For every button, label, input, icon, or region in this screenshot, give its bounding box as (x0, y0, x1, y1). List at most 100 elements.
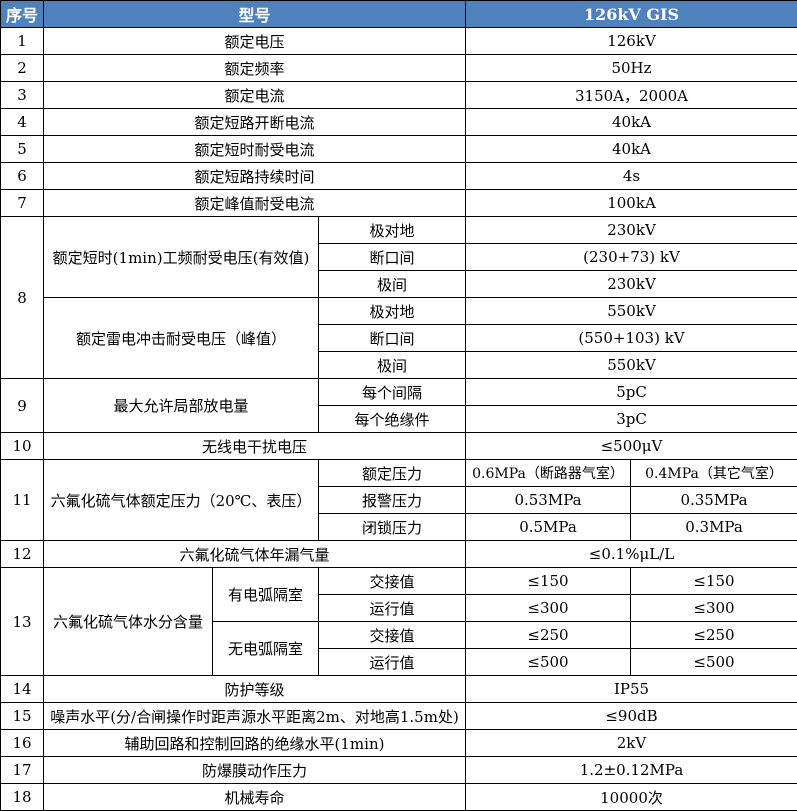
spec-value: ≤500μV (466, 433, 797, 460)
spec-name: 六氟化硫气体年漏气量 (44, 541, 466, 568)
row-number: 7 (1, 190, 44, 217)
spec-value: 126kV (466, 28, 797, 55)
sub-parameter: 极间 (319, 352, 466, 379)
table-row: 额定雷电冲击耐受电压（峰值） 极对地 550kV (1, 298, 797, 325)
table-row: 17 防爆膜动作压力 1.2±0.12MPa (1, 757, 797, 784)
spec-value: 0.5MPa (466, 514, 631, 541)
row-number: 5 (1, 136, 44, 163)
spec-value: IP55 (466, 676, 797, 703)
spec-name: 额定频率 (44, 55, 466, 82)
spec-value: 40kA (466, 136, 797, 163)
spec-value: 230kV (466, 271, 797, 298)
spec-value: 1.2±0.12MPa (466, 757, 797, 784)
table-row: 4 额定短路开断电流 40kA (1, 109, 797, 136)
spec-value: ≤500 (631, 649, 797, 676)
spec-value: 0.4MPa（其它气室） (631, 460, 797, 487)
spec-value: 3pC (466, 406, 797, 433)
spec-value: ≤300 (466, 595, 631, 622)
spec-value: 0.6MPa（断路器气室） (466, 460, 631, 487)
table-row: 3 额定电流 3150A，2000A (1, 82, 797, 109)
row-number: 2 (1, 55, 44, 82)
table-row: 15 噪声水平(分/合闸操作时距声源水平距离2m、对地高1.5m处) ≤90dB (1, 703, 797, 730)
table-row: 12 六氟化硫气体年漏气量 ≤0.1%μL/L (1, 541, 797, 568)
sub-parameter: 每个绝缘件 (319, 406, 466, 433)
spec-name: 额定短时耐受电流 (44, 136, 466, 163)
header-model: 型号 (44, 1, 466, 28)
header-serial: 序号 (1, 1, 44, 28)
header-row: 序号 型号 126kV GIS (1, 1, 797, 28)
table-row: 7 额定峰值耐受电流 100kA (1, 190, 797, 217)
spec-value: ≤250 (631, 622, 797, 649)
spec-name: 额定雷电冲击耐受电压（峰值） (44, 298, 319, 379)
spec-name: 额定峰值耐受电流 (44, 190, 466, 217)
row-number: 10 (1, 433, 44, 460)
sub-parameter: 断口间 (319, 325, 466, 352)
spec-value: ≤150 (466, 568, 631, 595)
row-number: 11 (1, 460, 44, 541)
spec-value: ≤0.1%μL/L (466, 541, 797, 568)
row-number: 6 (1, 163, 44, 190)
spec-name: 额定短路持续时间 (44, 163, 466, 190)
spec-value: 550kV (466, 298, 797, 325)
sub-parameter: 交接值 (319, 622, 466, 649)
row-number: 1 (1, 28, 44, 55)
chamber-type: 有电弧隔室 (213, 568, 319, 622)
spec-value: 0.3MPa (631, 514, 797, 541)
spec-value: 10000次 (466, 784, 797, 811)
spec-name: 辅助回路和控制回路的绝缘水平(1min) (44, 730, 466, 757)
spec-value: (550+103) kV (466, 325, 797, 352)
spec-value: 0.35MPa (631, 487, 797, 514)
spec-value: 50Hz (466, 55, 797, 82)
row-number: 14 (1, 676, 44, 703)
spec-name: 最大允许局部放电量 (44, 379, 319, 433)
table-row: 1 额定电压 126kV (1, 28, 797, 55)
row-number: 4 (1, 109, 44, 136)
spec-value: ≤90dB (466, 703, 797, 730)
spec-value: 100kA (466, 190, 797, 217)
header-value: 126kV GIS (466, 1, 797, 28)
spec-value: 5pC (466, 379, 797, 406)
spec-name: 防爆膜动作压力 (44, 757, 466, 784)
row-number: 18 (1, 784, 44, 811)
table-row: 16 辅助回路和控制回路的绝缘水平(1min) 2kV (1, 730, 797, 757)
table-row: 9 最大允许局部放电量 每个间隔 5pC (1, 379, 797, 406)
row-number: 3 (1, 82, 44, 109)
spec-name: 防护等级 (44, 676, 466, 703)
row-number: 8 (1, 217, 44, 379)
table-row: 8 额定短时(1min)工频耐受电压(有效值) 极对地 230kV (1, 217, 797, 244)
sub-parameter: 报警压力 (319, 487, 466, 514)
spec-value: 3150A，2000A (466, 82, 797, 109)
table-row: 13 六氟化硫气体水分含量 有电弧隔室 交接值 ≤150 ≤150 (1, 568, 797, 595)
sub-parameter: 运行值 (319, 649, 466, 676)
spec-value: 550kV (466, 352, 797, 379)
spec-name: 噪声水平(分/合闸操作时距声源水平距离2m、对地高1.5m处) (44, 703, 466, 730)
table-row: 2 额定频率 50Hz (1, 55, 797, 82)
table-row: 11 六氟化硫气体额定压力（20℃、表压） 额定压力 0.6MPa（断路器气室）… (1, 460, 797, 487)
spec-value: 0.53MPa (466, 487, 631, 514)
spec-name: 额定短时(1min)工频耐受电压(有效值) (44, 217, 319, 298)
spec-value: ≤150 (631, 568, 797, 595)
table-row: 14 防护等级 IP55 (1, 676, 797, 703)
sub-parameter: 每个间隔 (319, 379, 466, 406)
spec-value: 4s (466, 163, 797, 190)
spec-value: 230kV (466, 217, 797, 244)
table-row: 10 无线电干扰电压 ≤500μV (1, 433, 797, 460)
table-row: 5 额定短时耐受电流 40kA (1, 136, 797, 163)
sub-parameter: 断口间 (319, 244, 466, 271)
row-number: 12 (1, 541, 44, 568)
spec-name: 额定短路开断电流 (44, 109, 466, 136)
sub-parameter: 运行值 (319, 595, 466, 622)
row-number: 15 (1, 703, 44, 730)
spec-name: 机械寿命 (44, 784, 466, 811)
sub-parameter: 交接值 (319, 568, 466, 595)
sub-parameter: 额定压力 (319, 460, 466, 487)
row-number: 13 (1, 568, 44, 676)
spec-name: 无线电干扰电压 (44, 433, 466, 460)
spec-value: ≤250 (466, 622, 631, 649)
spec-name: 六氟化硫气体额定压力（20℃、表压） (44, 460, 319, 541)
spec-name: 额定电压 (44, 28, 466, 55)
spec-value: ≤500 (466, 649, 631, 676)
row-number: 17 (1, 757, 44, 784)
spec-name: 额定电流 (44, 82, 466, 109)
